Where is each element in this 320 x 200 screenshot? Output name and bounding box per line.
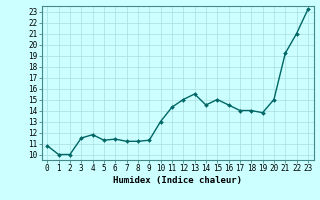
X-axis label: Humidex (Indice chaleur): Humidex (Indice chaleur) — [113, 176, 242, 185]
